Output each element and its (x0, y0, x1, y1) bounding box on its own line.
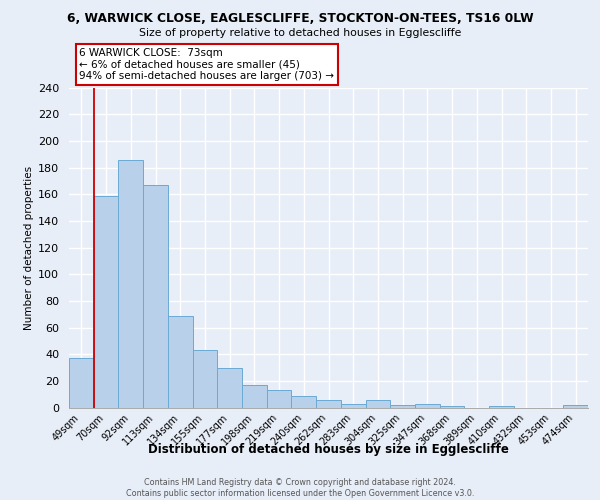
Bar (415, 404, 440, 407)
Bar (168, 316, 193, 408)
Bar (365, 400, 390, 407)
Y-axis label: Number of detached properties: Number of detached properties (24, 166, 34, 330)
Text: 6, WARWICK CLOSE, EAGLESCLIFFE, STOCKTON-ON-TEES, TS16 0LW: 6, WARWICK CLOSE, EAGLESCLIFFE, STOCKTON… (67, 12, 533, 26)
Bar (390, 405, 415, 407)
Text: Contains HM Land Registry data © Crown copyright and database right 2024.
Contai: Contains HM Land Registry data © Crown c… (126, 478, 474, 498)
Bar (316, 400, 341, 407)
Bar (440, 406, 464, 407)
Bar (143, 185, 168, 408)
Bar (267, 390, 292, 407)
Bar (193, 350, 217, 408)
Bar (341, 404, 365, 407)
Bar (242, 385, 267, 407)
Bar (69, 358, 94, 408)
Text: Size of property relative to detached houses in Egglescliffe: Size of property relative to detached ho… (139, 28, 461, 38)
Bar (94, 196, 118, 408)
Bar (217, 368, 242, 408)
Text: 6 WARWICK CLOSE:  73sqm
← 6% of detached houses are smaller (45)
94% of semi-det: 6 WARWICK CLOSE: 73sqm ← 6% of detached … (79, 48, 334, 81)
Bar (563, 405, 588, 407)
Bar (489, 406, 514, 407)
Bar (292, 396, 316, 407)
Text: Distribution of detached houses by size in Egglescliffe: Distribution of detached houses by size … (148, 442, 509, 456)
Bar (118, 160, 143, 408)
